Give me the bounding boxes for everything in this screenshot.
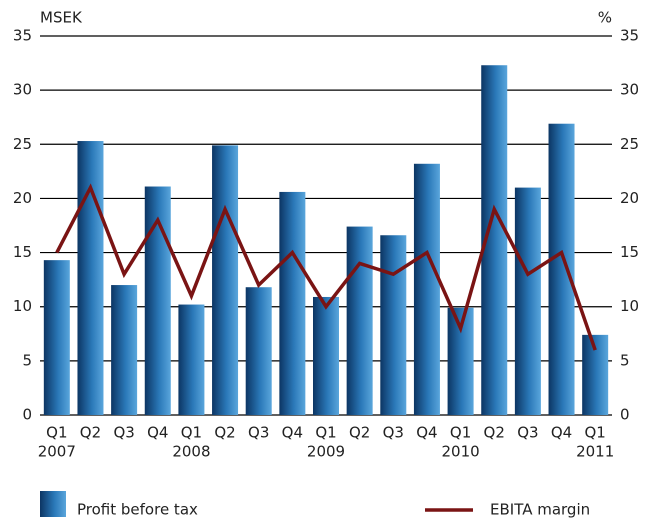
- x-tick-label: Q1: [584, 424, 605, 442]
- bar: [279, 191, 306, 415]
- x-tick-label: Q2: [349, 424, 370, 442]
- y-tick-label: 30: [13, 81, 32, 99]
- x-tick-label: Q2: [214, 424, 235, 442]
- y-tick-label: 10: [13, 297, 32, 315]
- y2-tick-label: 5: [620, 351, 630, 369]
- bar: [514, 187, 541, 415]
- y-tick-label: 25: [13, 135, 32, 153]
- year-label: 2008: [172, 443, 210, 461]
- y-tick-label: 5: [22, 351, 32, 369]
- x-tick-label: Q1: [181, 424, 202, 442]
- year-label: 2010: [441, 443, 479, 461]
- x-tick-label: Q3: [383, 424, 404, 442]
- legend-swatch: [40, 491, 66, 517]
- bar: [413, 163, 440, 415]
- x-tick-label: Q4: [551, 424, 572, 442]
- year-label: 2009: [307, 443, 345, 461]
- x-tick-label: Q1: [315, 424, 336, 442]
- x-tick-label: Q4: [282, 424, 303, 442]
- y-tick-label: 20: [13, 189, 32, 207]
- y-tick-label: 35: [13, 27, 32, 45]
- x-tick-label: Q2: [80, 424, 101, 442]
- bar: [77, 141, 104, 415]
- year-label: 2007: [38, 443, 76, 461]
- y2-tick-label: 35: [620, 27, 639, 45]
- bar: [346, 226, 373, 415]
- x-tick-label: Q3: [517, 424, 538, 442]
- y2-tick-label: 0: [620, 406, 630, 424]
- bar: [178, 304, 205, 415]
- bar: [111, 285, 138, 415]
- y2-tick-label: 10: [620, 297, 639, 315]
- x-tick-label: Q2: [484, 424, 505, 442]
- x-tick-label: Q3: [113, 424, 134, 442]
- y2-axis-title: %: [598, 9, 612, 27]
- legend-label: Profit before tax: [77, 501, 198, 519]
- y-tick-label: 15: [13, 243, 32, 261]
- line: [55, 183, 597, 351]
- y-axis-title: MSEK: [40, 9, 83, 27]
- bar: [380, 235, 407, 415]
- y2-tick-label: 15: [620, 243, 639, 261]
- bar: [144, 186, 171, 415]
- y-tick-label: 0: [22, 406, 32, 424]
- year-label: 2011: [576, 443, 614, 461]
- x-tick-label: Q3: [248, 424, 269, 442]
- x-tick-label: Q1: [46, 424, 67, 442]
- y2-tick-label: 30: [620, 81, 639, 99]
- bar: [313, 296, 339, 415]
- x-tick-label: Q4: [416, 424, 437, 442]
- bar: [212, 145, 239, 415]
- x-tick-label: Q4: [147, 424, 168, 442]
- y2-tick-label: 20: [620, 189, 639, 207]
- legend-label: EBITA margin: [490, 501, 590, 519]
- x-tick-label: Q1: [450, 424, 471, 442]
- bar: [245, 287, 272, 415]
- bar: [43, 260, 70, 415]
- y2-tick-label: 25: [620, 135, 639, 153]
- bar: [548, 123, 575, 415]
